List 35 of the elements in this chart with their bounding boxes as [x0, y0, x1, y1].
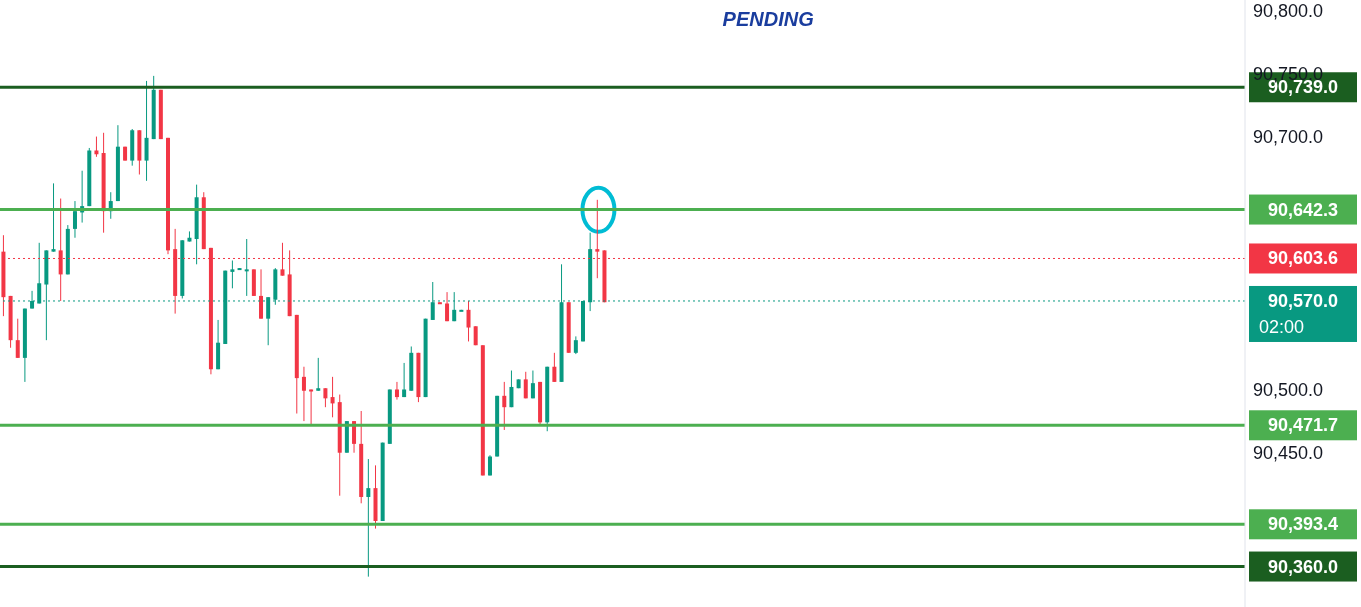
candlestick — [301, 366, 306, 422]
candlestick — [259, 268, 264, 320]
annotation: PENDING — [722, 8, 814, 30]
candlestick — [309, 388, 314, 426]
candlestick — [94, 136, 99, 158]
candlestick — [466, 300, 471, 342]
ref-line-label: 90,393.4 — [1267, 514, 1339, 535]
candlestick — [523, 371, 528, 399]
ref-line-label: 90,603.6 — [1267, 248, 1339, 269]
candlestick — [72, 200, 77, 239]
candlestick — [552, 352, 557, 383]
candlestick — [144, 80, 149, 182]
candlestick — [15, 318, 20, 359]
y-tick-label: 90,800.0 — [1253, 0, 1324, 21]
candlestick — [530, 370, 535, 399]
ref-line-label: 90,471.7 — [1267, 415, 1339, 436]
ref-line-label: 90,570.0 — [1267, 290, 1339, 311]
ref-line-label: 90,360.0 — [1267, 556, 1339, 577]
candlestick — [502, 381, 507, 431]
candlestick — [394, 381, 399, 401]
y-tick-label: 90,700.0 — [1253, 126, 1324, 147]
candlestick — [402, 362, 407, 398]
candlestick — [330, 376, 335, 418]
ref-line-label: 90,642.3 — [1267, 199, 1339, 220]
candlestick — [244, 238, 249, 297]
candlestick — [323, 387, 328, 408]
candlestick — [445, 291, 450, 322]
y-tick-label: 90,500.0 — [1253, 379, 1324, 400]
candlestick — [366, 458, 371, 578]
y-tick-label: 90,450.0 — [1253, 443, 1324, 464]
candlestick — [51, 182, 56, 253]
text: 02:00 — [1259, 316, 1305, 337]
candlestick — [509, 370, 514, 408]
candlestick — [316, 357, 321, 392]
candlestick — [230, 260, 235, 289]
